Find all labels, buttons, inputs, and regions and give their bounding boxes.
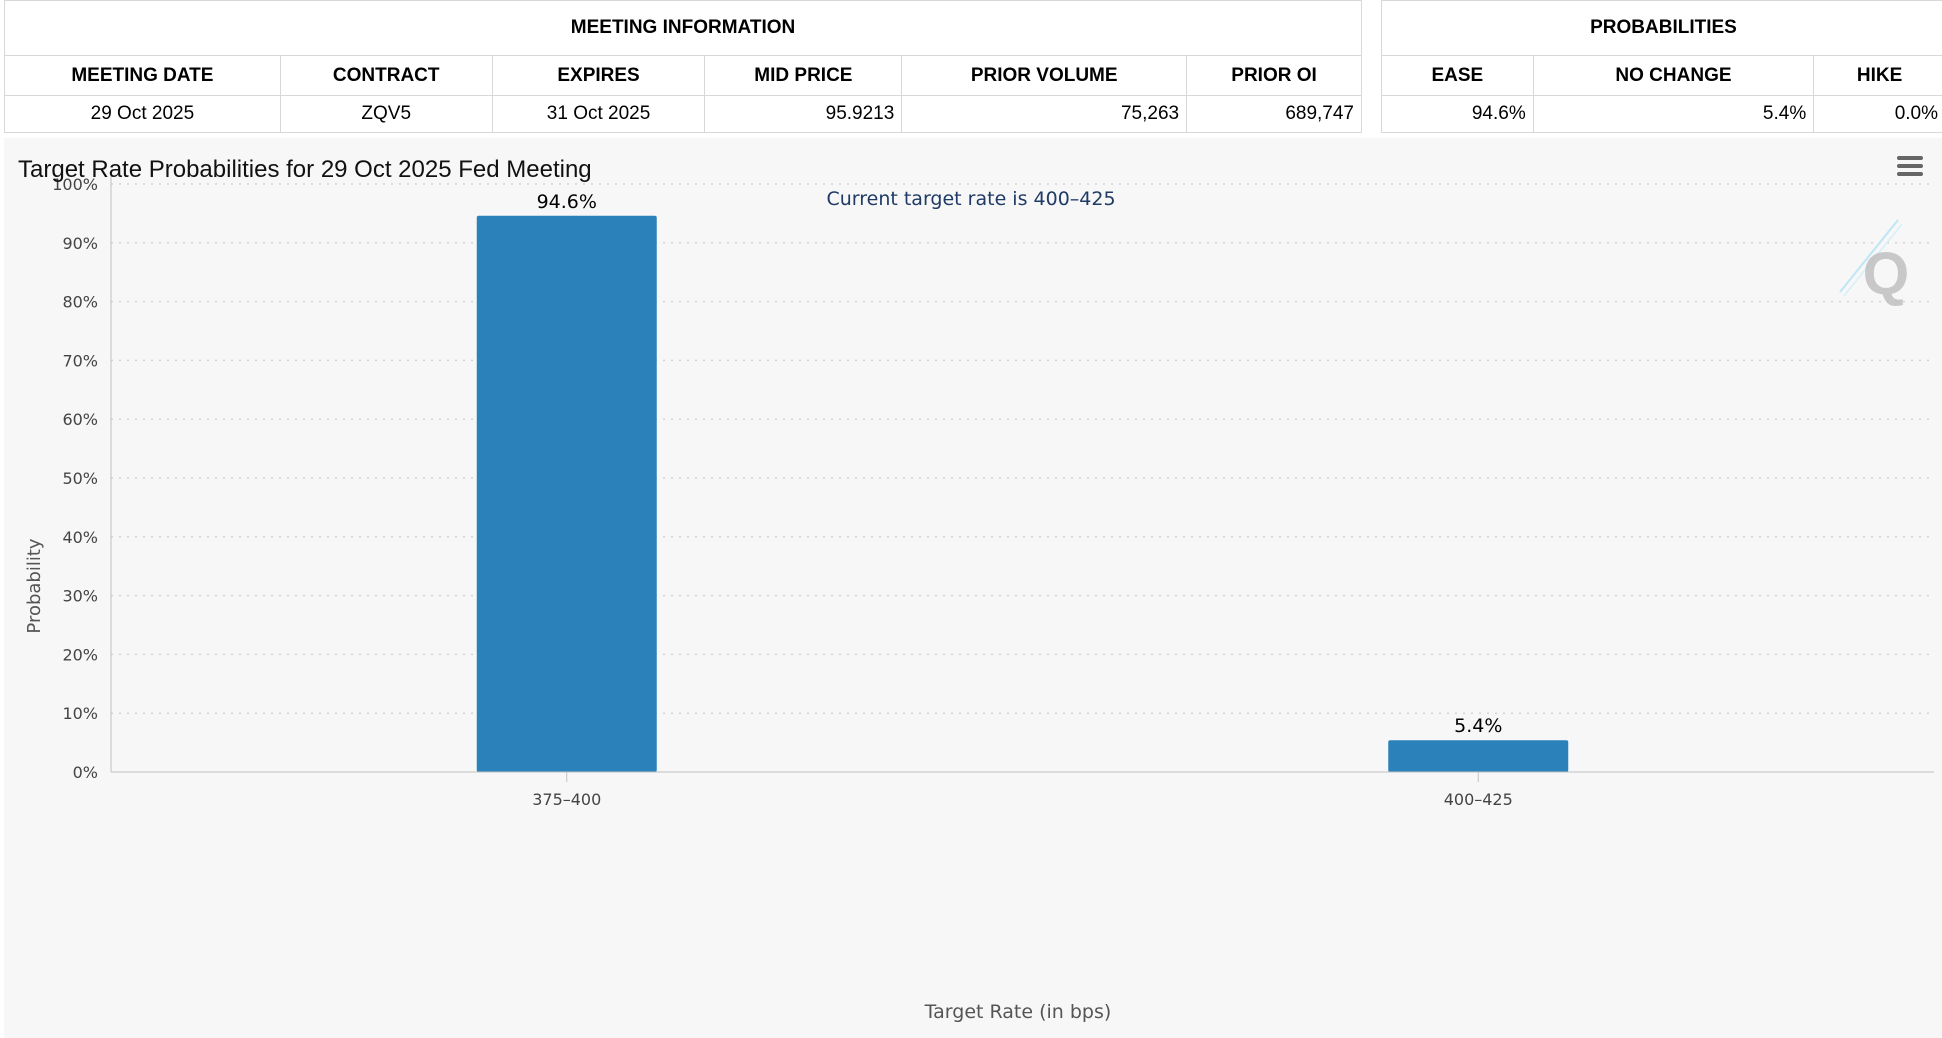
bar[interactable]	[1388, 740, 1569, 772]
bar[interactable]	[476, 215, 657, 772]
header-prior-oi: PRIOR OI	[1186, 55, 1362, 96]
bar-chart: 0% 10% 20% 30% 40% 50% 60% 70% 80% 90% 100% 94.6% 5…	[18, 156, 1934, 1023]
header-hike: HIKE	[1813, 55, 1942, 96]
y-tick-label: 40%	[62, 528, 98, 547]
y-tick-label: 20%	[62, 645, 98, 664]
chart-title: Target Rate Probabilities for 29 Oct 202…	[18, 156, 592, 183]
bar-data-label: 94.6%	[537, 191, 597, 213]
prior-oi-value: 689,747	[1186, 95, 1362, 133]
hike-value: 0.0%	[1813, 95, 1942, 133]
y-tick-label: 90%	[62, 234, 98, 253]
x-axis-tick-labels: 375–400 400–425	[532, 772, 1513, 809]
x-tick-label: 400–425	[1444, 790, 1513, 809]
hamburger-menu-icon[interactable]	[1897, 156, 1923, 180]
bar-data-label: 5.4%	[1454, 715, 1502, 737]
y-tick-label: 0%	[73, 763, 98, 782]
header-no-change: NO CHANGE	[1532, 55, 1815, 96]
header-mid-price: MID PRICE	[704, 55, 903, 96]
gridlines	[111, 183, 1934, 714]
meeting-information-table: MEETING INFORMATION MEETING DATE CONTRAC…	[4, 0, 1362, 133]
no-change-value: 5.4%	[1532, 95, 1815, 133]
contract-value: ZQV5	[279, 95, 493, 133]
expires-value: 31 Oct 2025	[491, 95, 706, 133]
header-ease: EASE	[1381, 55, 1534, 96]
y-tick-label: 70%	[62, 351, 98, 370]
chart-subtitle: Current target rate is 400–425	[826, 188, 1115, 210]
y-tick-label: 80%	[62, 293, 98, 312]
svg-text:Q: Q	[1863, 240, 1910, 307]
q-logo-watermark: Q	[1839, 219, 1910, 307]
meeting-date-value: 29 Oct 2025	[4, 95, 281, 133]
prior-volume-value: 75,263	[901, 95, 1188, 133]
y-tick-label: 30%	[62, 587, 98, 606]
y-tick-label: 100%	[52, 175, 98, 194]
probabilities-table: PROBABILITIES EASE NO CHANGE HIKE 94.6% …	[1381, 0, 1942, 133]
chart-panel: 0% 10% 20% 30% 40% 50% 60% 70% 80% 90% 100% 94.6% 5…	[4, 138, 1942, 1038]
bars: 94.6% 5.4%	[476, 191, 1569, 772]
y-axis-label: Probability	[24, 538, 45, 633]
header-prior-volume: PRIOR VOLUME	[901, 55, 1188, 96]
mid-price-value: 95.9213	[704, 95, 903, 133]
x-axis-label: Target Rate (in bps)	[924, 1001, 1112, 1023]
header-expires: EXPIRES	[491, 55, 706, 96]
meeting-information-title: MEETING INFORMATION	[4, 0, 1362, 56]
probabilities-title: PROBABILITIES	[1381, 0, 1942, 56]
y-tick-label: 10%	[62, 704, 98, 723]
y-tick-label: 60%	[62, 410, 98, 429]
ease-value: 94.6%	[1381, 95, 1534, 133]
x-tick-label: 375–400	[532, 790, 601, 809]
header-meeting-date: MEETING DATE	[4, 55, 281, 96]
y-axis-tick-labels: 0% 10% 20% 30% 40% 50% 60% 70% 80% 90% 100%	[52, 175, 98, 782]
header-contract: CONTRACT	[279, 55, 493, 96]
y-tick-label: 50%	[62, 469, 98, 488]
